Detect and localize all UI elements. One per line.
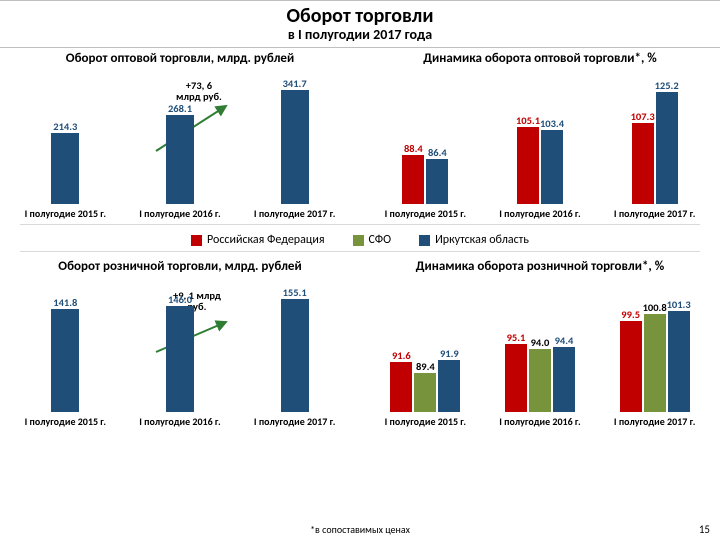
bar-label: 94.0 (531, 336, 550, 349)
chart4-title: Динамика оборота розничной торговли*, % (368, 260, 712, 290)
chart1: Оборот оптовой торговли, млрд. рублей +7… (0, 48, 360, 220)
bar-label: 214.3 (53, 120, 77, 133)
bar-label: 107.3 (631, 110, 655, 123)
chart3: Оборот розничной торговли, млрд. рублей … (0, 256, 360, 428)
chart2: Динамика оборота оптовой торговли*, % 88… (360, 48, 720, 220)
bar: 341.7 (281, 90, 309, 204)
bar: 101.3 (668, 311, 690, 412)
x-label: I полугодие 2017 г. (598, 207, 712, 220)
bar: 214.3 (51, 133, 79, 204)
chart2-xaxis: I полугодие 2015 г.I полугодие 2016 г.I … (368, 207, 712, 220)
bar-label: 100.8 (643, 301, 667, 314)
legend-swatch (353, 235, 364, 246)
bar: 99.5 (620, 321, 642, 412)
x-label: I полугодие 2015 г. (9, 415, 123, 428)
bar-label: 86.4 (428, 146, 447, 159)
bar-label: 103.4 (540, 117, 564, 130)
bar: 105.1 (517, 127, 539, 204)
bar-label: 99.5 (621, 308, 640, 321)
bar: 94.0 (529, 349, 551, 412)
bar-label: 125.2 (655, 79, 679, 92)
legend-label: Иркутская область (435, 233, 529, 247)
chart1-xaxis: I полугодие 2015 г.I полугодие 2016 г.I … (8, 207, 352, 220)
sub-title: в I полугодии 2017 года (0, 26, 720, 43)
legend-item: Российская Федерация (191, 233, 324, 247)
chart2-plot: 88.486.4105.1103.4107.3125.2 (368, 84, 712, 204)
bar-label: 91.6 (392, 349, 411, 362)
x-label: I полугодие 2017 г. (598, 415, 712, 428)
x-label: I полугодие 2016 г. (123, 415, 237, 428)
bar: 107.3 (632, 123, 654, 204)
chart3-plot: +9, 1 млрдруб. 141.8146.0155.1 (8, 292, 352, 412)
title-band: Оборот торговли в I полугодии 2017 года (0, 0, 720, 48)
bar: 95.1 (505, 344, 527, 412)
legend-label: Российская Федерация (207, 233, 324, 247)
bar: 91.9 (438, 360, 460, 412)
chart4-plot: 91.689.491.995.194.094.499.5100.8101.3 (368, 292, 712, 412)
bar-label: 341.7 (283, 77, 307, 90)
bar-label: 95.1 (507, 331, 526, 344)
x-label: I полугодие 2016 г. (123, 207, 237, 220)
chart2-title: Динамика оборота оптовой торговли*, % (368, 52, 712, 82)
bar: 100.8 (644, 314, 666, 412)
bar-label: 268.1 (168, 102, 192, 115)
x-label: I полугодие 2016 г. (483, 415, 597, 428)
legend-item: Иркутская область (419, 233, 529, 247)
page-number: 15 (699, 523, 710, 536)
row-2: Оборот розничной торговли, млрд. рублей … (0, 256, 720, 428)
chart1-annot: +73, 6млрд руб. (176, 80, 222, 102)
bar: 94.4 (553, 347, 575, 412)
legend-item: СФО (353, 233, 392, 247)
x-label: I полугодие 2015 г. (369, 415, 483, 428)
legend: Российская Федерация СФО Иркутская область (20, 224, 700, 252)
x-label: I полугодие 2015 г. (369, 207, 483, 220)
legend-swatch (191, 235, 202, 246)
x-label: I полугодие 2017 г. (238, 415, 352, 428)
main-title: Оборот торговли (0, 4, 720, 28)
bar-label: 91.9 (440, 347, 459, 360)
chart4: Динамика оборота розничной торговли*, % … (360, 256, 720, 428)
bar-label: 105.1 (516, 114, 540, 127)
bar-label: 141.8 (53, 296, 77, 309)
x-label: I полугодие 2016 г. (483, 207, 597, 220)
legend-swatch (419, 235, 430, 246)
bar: 268.1 (166, 115, 194, 204)
bar: 103.4 (541, 130, 563, 204)
bar: 88.4 (402, 155, 424, 204)
x-label: I полугодие 2017 г. (238, 207, 352, 220)
legend-label: СФО (369, 233, 392, 247)
footnote: *в сопоставимых ценах (310, 523, 410, 536)
bar-label: 155.1 (283, 286, 307, 299)
chart3-xaxis: I полугодие 2015 г.I полугодие 2016 г.I … (8, 415, 352, 428)
bar-label: 146.0 (168, 293, 192, 306)
bar: 146.0 (166, 306, 194, 412)
x-label: I полугодие 2015 г. (9, 207, 123, 220)
chart4-xaxis: I полугодие 2015 г.I полугодие 2016 г.I … (368, 415, 712, 428)
chart1-plot: +73, 6млрд руб. 214.3268.1341.7 (8, 84, 352, 204)
bar: 86.4 (426, 159, 448, 204)
bar: 91.6 (390, 362, 412, 412)
bar-label: 89.4 (416, 360, 435, 373)
bar: 89.4 (414, 373, 436, 412)
bar-label: 94.4 (555, 334, 574, 347)
bar-label: 101.3 (667, 298, 691, 311)
row-1: Оборот оптовой торговли, млрд. рублей +7… (0, 48, 720, 220)
bar-label: 88.4 (404, 142, 423, 155)
bar: 125.2 (656, 92, 678, 204)
bar: 155.1 (281, 299, 309, 412)
bar: 141.8 (51, 309, 79, 412)
